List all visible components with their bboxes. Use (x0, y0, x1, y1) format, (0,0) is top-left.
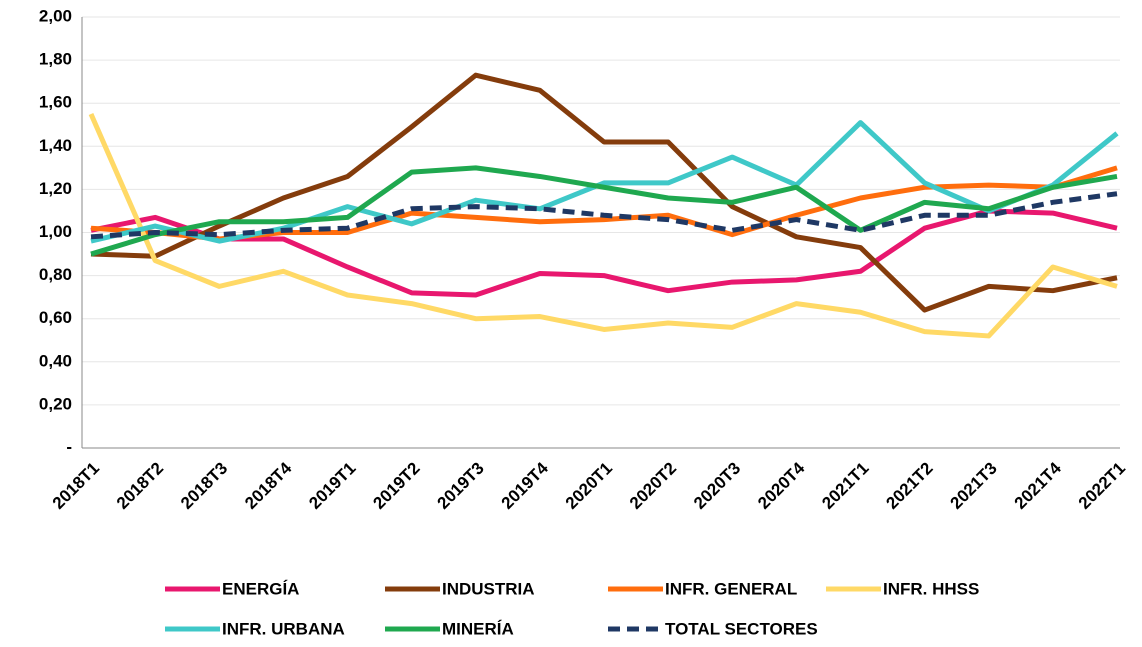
y-tick-label: 1,20 (39, 179, 72, 198)
legend-label: INFR. GENERAL (665, 579, 797, 598)
series-line (90, 191, 1118, 240)
series-line (88, 112, 1118, 339)
legend-label: INDUSTRIA (442, 579, 535, 598)
series-line (90, 72, 1118, 313)
y-tick-label: 1,00 (39, 222, 72, 241)
legend-label: INFR. HHSS (883, 579, 979, 598)
x-tick-label: 2020T1 (562, 459, 616, 513)
series-line (90, 208, 1118, 298)
legend-label: INFR. URBANA (222, 619, 345, 638)
y-tick-label: 1,60 (39, 93, 72, 112)
x-tick-label: 2019T1 (305, 459, 359, 513)
series-line (90, 165, 1118, 242)
y-tick-label: 0,40 (39, 351, 72, 370)
y-tick-label: 0,80 (39, 265, 72, 284)
legend-label: MINERÍA (442, 619, 514, 638)
y-tick-label: - (66, 437, 72, 456)
y-tick-label: 0,60 (39, 308, 72, 327)
x-tick-label: 2020T4 (754, 458, 809, 513)
x-tick-label: 2021T3 (947, 459, 1001, 513)
legend-label: ENERGÍA (222, 579, 299, 598)
x-tick-label: 2018T3 (177, 459, 231, 513)
x-tick-label: 2020T3 (690, 459, 744, 513)
x-tick-label: 2020T2 (626, 459, 680, 513)
x-tick-label: 2019T2 (369, 459, 423, 513)
legend-label: TOTAL SECTORES (665, 619, 818, 638)
x-tick-label: 2019T4 (498, 458, 553, 513)
x-tick-label: 2022T1 (1075, 459, 1129, 513)
x-tick-label: 2021T4 (1011, 458, 1066, 513)
x-tick-label: 2019T3 (434, 459, 488, 513)
x-tick-label: 2018T4 (241, 458, 296, 513)
series-line (90, 165, 1118, 257)
x-tick-label: 2018T1 (49, 459, 103, 513)
x-tick-label: 2021T2 (882, 459, 936, 513)
y-tick-label: 1,80 (39, 50, 72, 69)
y-tick-label: 0,20 (39, 394, 72, 413)
y-tick-label: 2,00 (39, 6, 72, 25)
y-tick-label: 1,40 (39, 136, 72, 155)
x-tick-label: 2018T2 (113, 459, 167, 513)
x-tick-label: 2021T1 (818, 459, 872, 513)
